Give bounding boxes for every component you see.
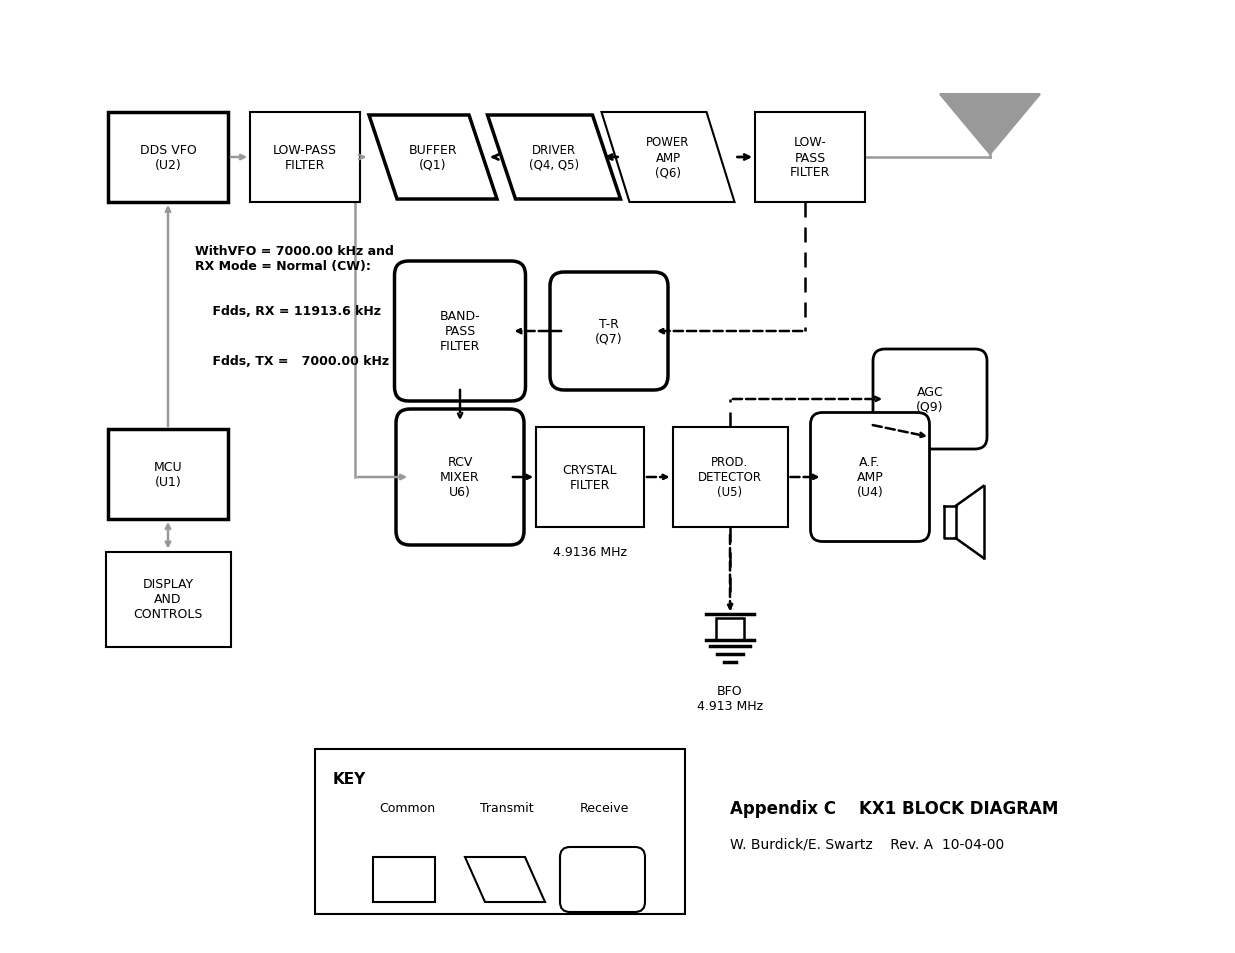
FancyBboxPatch shape xyxy=(105,552,231,647)
Polygon shape xyxy=(488,116,620,200)
Text: BAND-
PASS
FILTER: BAND- PASS FILTER xyxy=(440,310,480,354)
FancyBboxPatch shape xyxy=(396,410,524,545)
Text: LOW-PASS
FILTER: LOW-PASS FILTER xyxy=(273,144,337,172)
FancyBboxPatch shape xyxy=(394,262,526,401)
Text: BFO
4.913 MHz: BFO 4.913 MHz xyxy=(697,684,763,712)
Text: Fdds, TX =   7000.00 kHz: Fdds, TX = 7000.00 kHz xyxy=(195,355,389,368)
Text: POWER
AMP
(Q6): POWER AMP (Q6) xyxy=(646,136,689,179)
Text: T-R
(Q7): T-R (Q7) xyxy=(595,317,622,346)
Text: A.F.
AMP
(U4): A.F. AMP (U4) xyxy=(857,456,883,499)
FancyBboxPatch shape xyxy=(249,112,359,203)
Polygon shape xyxy=(369,116,496,200)
Bar xyxy=(373,857,435,902)
FancyBboxPatch shape xyxy=(559,847,645,912)
Text: DRIVER
(Q4, Q5): DRIVER (Q4, Q5) xyxy=(529,144,579,172)
FancyBboxPatch shape xyxy=(107,112,228,203)
Text: PROD.
DETECTOR
(U5): PROD. DETECTOR (U5) xyxy=(698,456,762,499)
Bar xyxy=(716,618,743,640)
Text: DISPLAY
AND
CONTROLS: DISPLAY AND CONTROLS xyxy=(133,578,203,620)
Text: KEY: KEY xyxy=(333,771,367,786)
FancyBboxPatch shape xyxy=(873,350,987,450)
Text: Transmit: Transmit xyxy=(480,801,534,814)
FancyBboxPatch shape xyxy=(810,413,930,542)
Polygon shape xyxy=(466,857,545,902)
Text: W. Burdick/E. Swartz    Rev. A  10-04-00: W. Burdick/E. Swartz Rev. A 10-04-00 xyxy=(730,837,1004,851)
Text: Fdds, RX = 11913.6 kHz: Fdds, RX = 11913.6 kHz xyxy=(195,305,382,317)
FancyBboxPatch shape xyxy=(550,273,668,391)
Text: CRYSTAL
FILTER: CRYSTAL FILTER xyxy=(563,463,618,492)
Text: Appendix C    KX1 BLOCK DIAGRAM: Appendix C KX1 BLOCK DIAGRAM xyxy=(730,800,1058,817)
FancyBboxPatch shape xyxy=(107,430,228,519)
Text: LOW-
PASS
FILTER: LOW- PASS FILTER xyxy=(790,136,830,179)
Text: Common: Common xyxy=(379,801,435,814)
Text: 4.9136 MHz: 4.9136 MHz xyxy=(553,545,627,558)
Polygon shape xyxy=(940,95,1040,154)
Polygon shape xyxy=(601,112,735,203)
FancyBboxPatch shape xyxy=(315,749,685,914)
FancyBboxPatch shape xyxy=(755,112,864,203)
Text: RCV
MIXER
U6): RCV MIXER U6) xyxy=(440,456,480,499)
Text: BUFFER
(Q1): BUFFER (Q1) xyxy=(409,144,457,172)
FancyBboxPatch shape xyxy=(536,428,643,527)
Text: WithVFO = 7000.00 kHz and
RX Mode = Normal (CW):: WithVFO = 7000.00 kHz and RX Mode = Norm… xyxy=(195,245,394,273)
Text: MCU
(U1): MCU (U1) xyxy=(153,460,183,489)
Text: AGC
(Q9): AGC (Q9) xyxy=(916,386,944,414)
FancyBboxPatch shape xyxy=(673,428,788,527)
Text: DDS VFO
(U2): DDS VFO (U2) xyxy=(140,144,196,172)
Text: Receive: Receive xyxy=(579,801,629,814)
